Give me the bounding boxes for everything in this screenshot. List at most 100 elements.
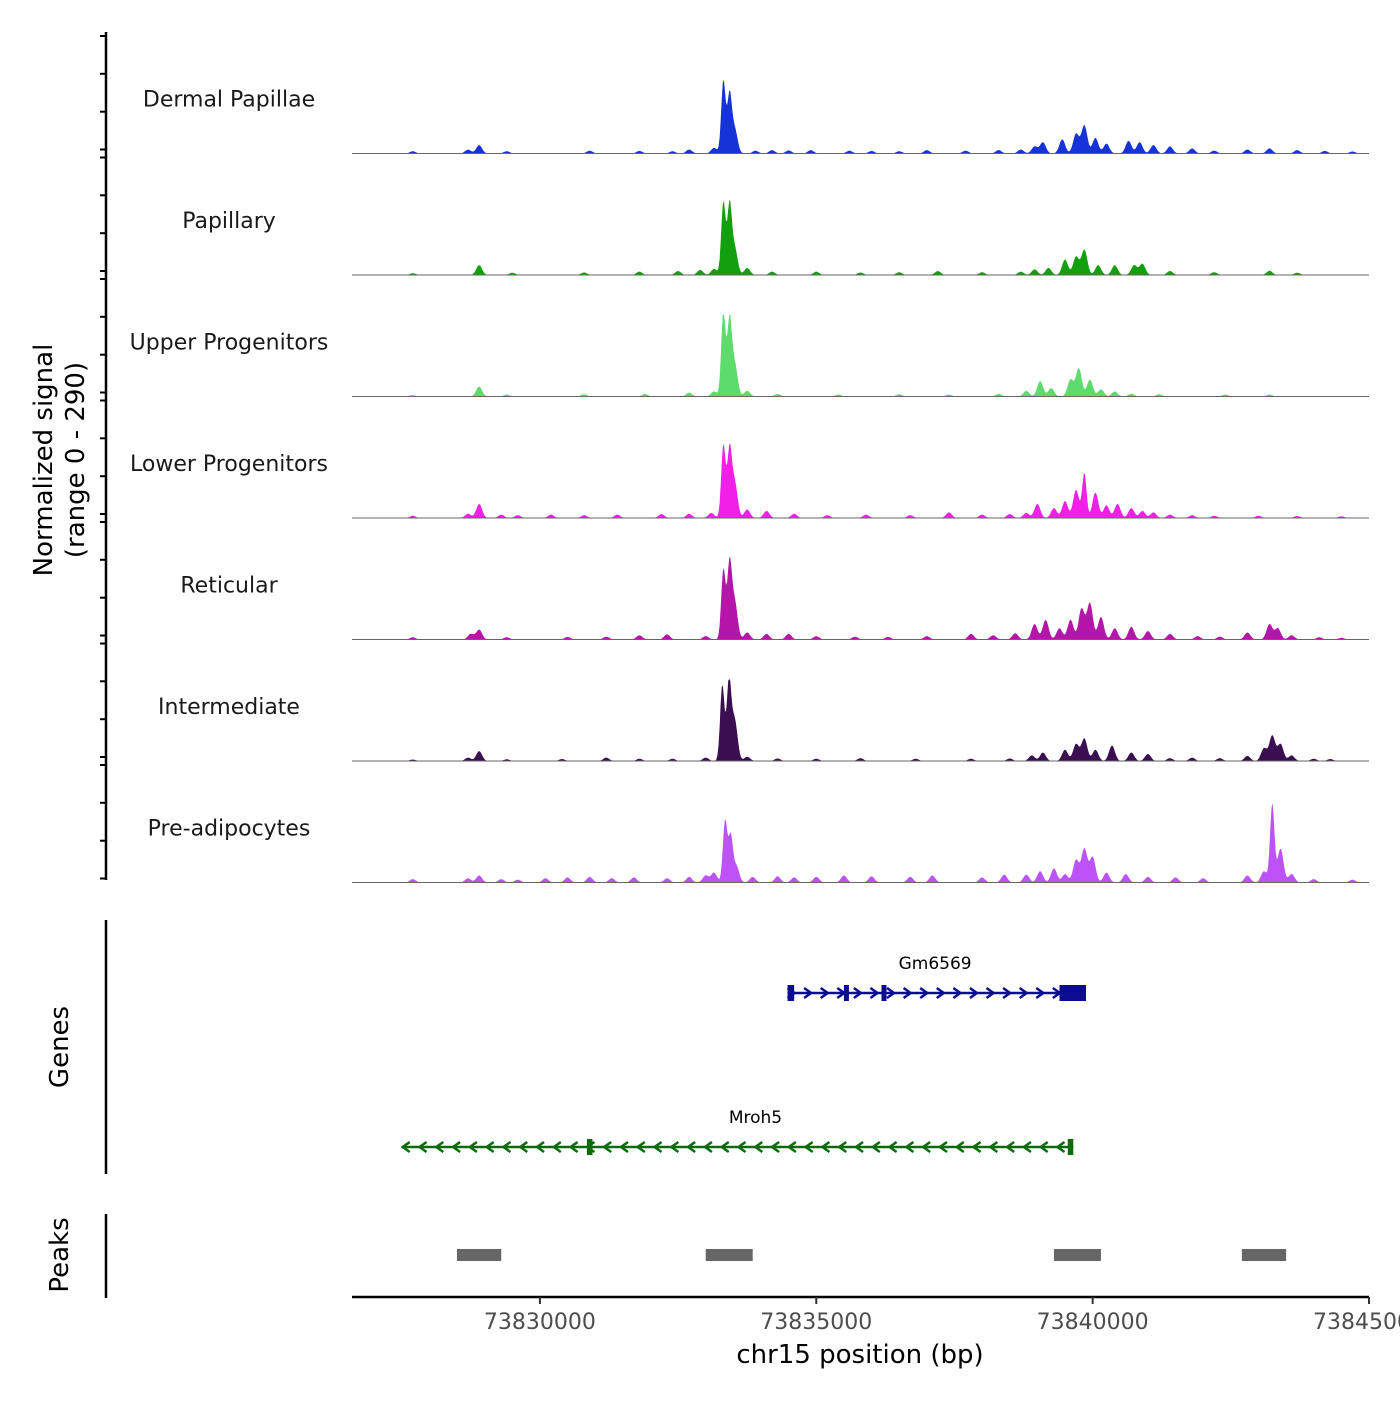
coverage-area [396,314,1367,397]
strand-arrow [417,1140,428,1154]
peak-region [1053,1249,1101,1261]
strand-arrow [969,986,980,1000]
strand-arrow [719,1140,730,1154]
strand-arrow [1018,986,1029,1000]
strand-arrow [551,1140,562,1154]
strand-arrow [985,986,996,1000]
peaks-axis-label: Peaks [45,1217,75,1292]
strand-arrow [919,986,930,1000]
gene-exon [586,1139,593,1155]
gene-gm6569: Gm6569 [786,954,1087,1001]
strand-arrow [786,1140,797,1154]
strand-arrow [869,986,880,1000]
strand-arrow [887,1140,898,1154]
strand-arrow [434,1140,445,1154]
strand-arrow [652,1140,663,1154]
gene-exon [843,985,849,1001]
track-label: Lower Progenitors [130,452,328,477]
peak-track [457,1249,1287,1261]
coverage-tracks: Dermal Papillae Papillary Upper Progenitor… [130,79,1369,883]
strand-arrow [769,1140,780,1154]
peak-region [1241,1249,1287,1261]
coverage-area [396,802,1367,883]
track-label: Intermediate [158,695,300,720]
x-tick-label: 73840000 [1037,1310,1149,1335]
strand-arrow [971,1140,982,1154]
gene-mroh5: Mroh5 [400,1108,1074,1155]
gene-track: Gm6569 Mroh5 [400,954,1087,1155]
track-label: Papillary [182,209,276,234]
strand-arrow [686,1140,696,1154]
coverage-area [396,200,1367,275]
peak-region [457,1249,502,1261]
gene-name: Gm6569 [899,954,972,974]
strand-arrow [484,1140,495,1154]
strand-arrow [819,986,830,1000]
strand-arrow [921,1140,931,1154]
y-axis-label-line2: (range 0 - 290) [61,362,91,558]
coverage-area [396,79,1367,154]
strand-arrow [400,1140,411,1154]
strand-arrow [518,1140,528,1154]
gene-exon [1067,1139,1074,1155]
coverage-area [396,679,1367,761]
strand-arrow [954,1140,965,1154]
x-axis-label: chr15 position (bp) [736,1340,983,1370]
track-label: Dermal Papillae [143,88,315,113]
strand-arrow [988,1140,999,1154]
gene-exon [881,985,887,1001]
gene-name: Mroh5 [729,1108,782,1128]
track-intermediate: Intermediate [158,679,1369,762]
strand-arrow [803,986,814,1000]
strand-arrow [853,986,864,1000]
x-tick-label: 73835000 [760,1310,872,1335]
strand-arrow [1038,1140,1049,1154]
track-dermal-papillae: Dermal Papillae [143,79,1369,154]
strand-arrow [1004,1140,1015,1154]
track-label: Pre-adipocytes [148,817,311,842]
coverage-area [396,443,1367,518]
genes-axis-label: Genes [45,1006,75,1088]
track-upper-progenitors: Upper Progenitors [130,314,1369,397]
strand-arrow [534,1140,545,1154]
gene-exon [1059,985,1087,1001]
track-lower-progenitors: Lower Progenitors [130,443,1369,519]
strand-arrow [618,1140,629,1154]
strand-arrow [870,1140,881,1154]
strand-arrow [837,1140,847,1154]
strand-arrow [1055,1140,1066,1154]
strand-arrow [803,1140,814,1154]
track-pre-adipocytes: Pre-adipocytes [148,802,1369,883]
strand-arrow [886,986,897,1000]
strand-arrow [902,986,913,1000]
coverage-area [396,557,1367,640]
strand-arrow [450,1140,461,1154]
x-axis-ticks: 73830000 73835000 73840000 73845000 [484,1297,1400,1335]
strand-arrow [820,1140,831,1154]
track-reticular: Reticular [180,557,1369,640]
strand-arrow [1035,986,1046,1000]
strand-arrow [1021,1140,1032,1154]
gene-exon [787,985,795,1001]
strand-arrow [602,1140,612,1154]
strand-arrow [1002,986,1013,1000]
x-tick-label: 73845000 [1313,1310,1400,1335]
track-label: Reticular [180,574,278,599]
strand-arrow [568,1140,579,1154]
strand-arrow [501,1140,512,1154]
x-tick-label: 73830000 [484,1310,596,1335]
strand-arrow [904,1140,915,1154]
signal-y-ticks [100,35,106,880]
strand-arrow [952,986,963,1000]
track-papillary: Papillary [182,200,1369,276]
strand-arrow [853,1140,864,1154]
strand-arrow [936,986,946,1000]
peak-region [705,1249,753,1261]
y-axis-label-line1: Normalized signal [29,344,59,577]
strand-arrow [635,1140,646,1154]
track-label: Upper Progenitors [130,331,329,356]
strand-arrow [736,1140,747,1154]
strand-arrow [669,1140,680,1154]
